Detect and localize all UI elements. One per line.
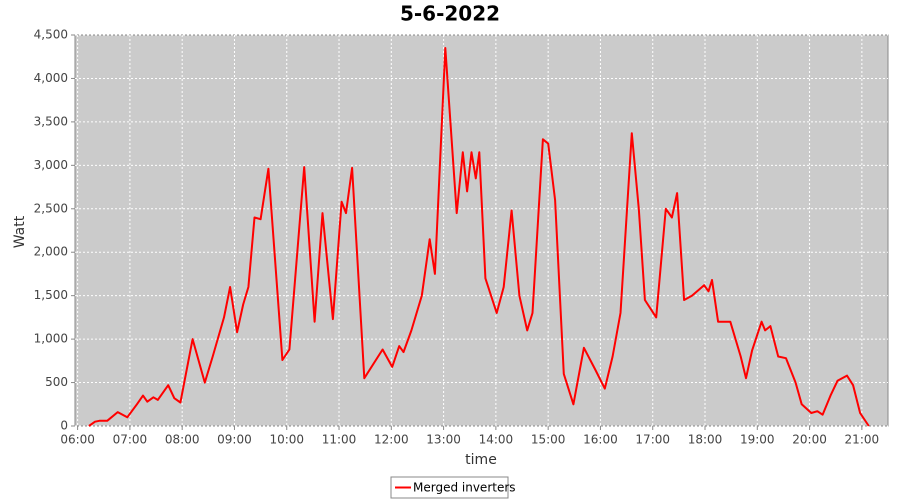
x-tick-label: 16:00 (583, 433, 618, 447)
y-tick-label: 3,000 (34, 158, 68, 172)
x-tick-label: 15:00 (531, 433, 566, 447)
y-tick-label: 2,500 (34, 201, 68, 215)
x-tick-label: 18:00 (688, 433, 723, 447)
x-tick-label: 17:00 (635, 433, 670, 447)
legend-box (390, 476, 509, 499)
y-tick-label: 2,000 (34, 245, 68, 259)
x-tick-label: 21:00 (845, 433, 880, 447)
y-tick-label: 4,500 (34, 28, 68, 42)
x-tick-label: 10:00 (269, 433, 304, 447)
x-tick-label: 08:00 (165, 433, 200, 447)
x-tick-label: 20:00 (792, 433, 827, 447)
x-tick-label: 13:00 (426, 433, 461, 447)
x-tick-label: 14:00 (479, 433, 514, 447)
x-tick-label: 12:00 (374, 433, 409, 447)
y-tick-label: 4,000 (34, 71, 68, 85)
x-tick-label: 06:00 (60, 433, 95, 447)
y-tick-label: 3,500 (34, 114, 68, 128)
x-axis-label: time (465, 452, 497, 468)
y-tick-label: 500 (45, 375, 68, 389)
y-tick-label: 1,000 (34, 332, 68, 346)
y-axis-label: Watt (12, 215, 28, 248)
legend-label: Merged inverters (413, 481, 516, 495)
x-tick-label: 07:00 (113, 433, 148, 447)
legend: Merged inverters (390, 476, 516, 499)
x-tick-label: 09:00 (217, 433, 252, 447)
x-tick-label: 19:00 (740, 433, 775, 447)
y-tick-label: 1,500 (34, 288, 68, 302)
plot-area (74, 34, 889, 427)
chart-title: 5-6-2022 (400, 2, 500, 26)
x-tick-label: 11:00 (322, 433, 357, 447)
y-tick-label: 0 (60, 419, 68, 433)
data-line (88, 47, 870, 427)
